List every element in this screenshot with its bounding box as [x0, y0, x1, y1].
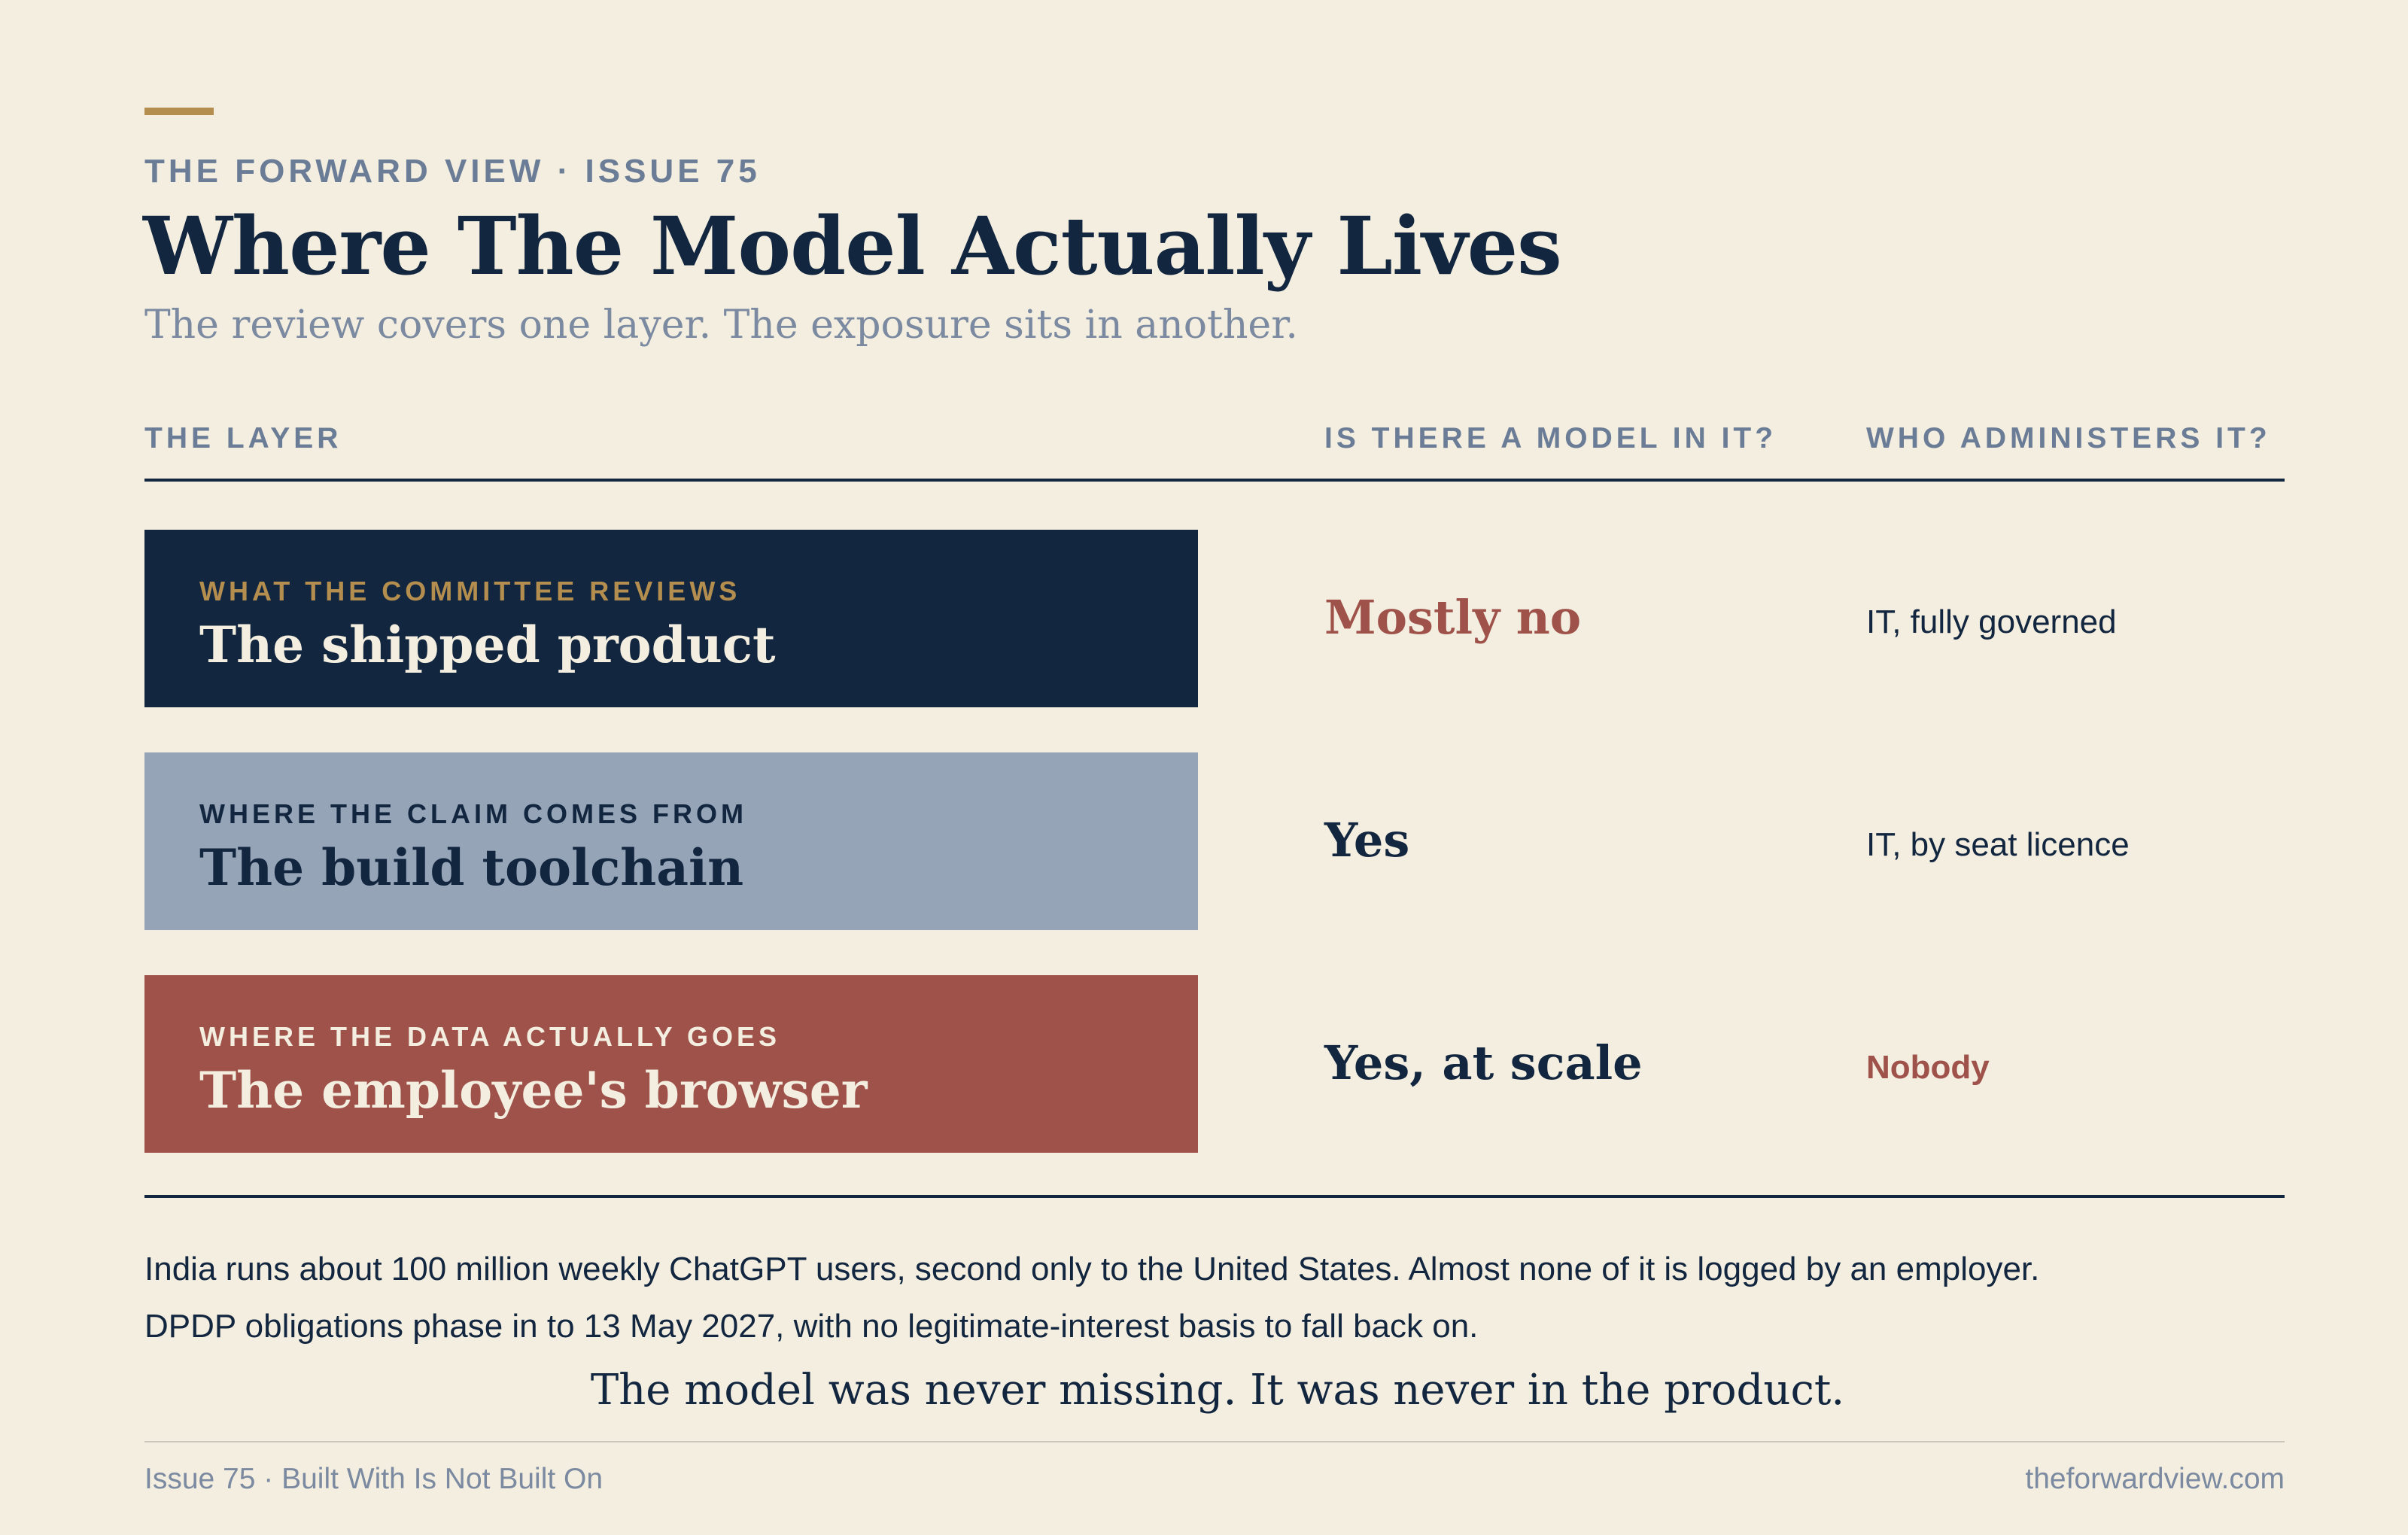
layer-block-browser: WHERE THE DATA ACTUALLY GOES The employe… [144, 975, 1198, 1153]
layer-name: The build toolchain [199, 838, 744, 897]
admin-answer: Nobody [1866, 1049, 1990, 1086]
table-top-rule [144, 479, 2285, 482]
issue-eyebrow: THE FORWARD VIEW · ISSUE 75 [144, 153, 761, 190]
layer-name: The employee's browser [199, 1061, 868, 1120]
context-note: India runs about 100 million weekly Chat… [144, 1251, 2040, 1287]
layer-kicker: WHERE THE CLAIM COMES FROM [199, 798, 747, 829]
layer-kicker: WHERE THE DATA ACTUALLY GOES [199, 1021, 781, 1052]
page-title: Where The Model Actually Lives [143, 199, 1562, 293]
footer-divider [144, 1441, 2285, 1442]
page-subtitle: The review covers one layer. The exposur… [144, 302, 1298, 348]
model-answer: Yes [1324, 813, 1410, 868]
layer-kicker: WHAT THE COMMITTEE REVIEWS [199, 576, 741, 606]
context-note: DPDP obligations phase in to 13 May 2027… [144, 1308, 1479, 1345]
model-answer: Mostly no [1324, 590, 1582, 645]
model-answer: Yes, at scale [1324, 1035, 1643, 1090]
accent-bar [144, 108, 214, 115]
layer-name: The shipped product [199, 616, 776, 674]
layer-block-product: WHAT THE COMMITTEE REVIEWS The shipped p… [144, 530, 1198, 707]
footer-issue: Issue 75 · Built With Is Not Built On [144, 1463, 604, 1495]
column-header-model: IS THERE A MODEL IN IT? [1324, 422, 1777, 454]
table-bottom-rule [144, 1195, 2285, 1198]
column-header-admin: WHO ADMINISTERS IT? [1866, 422, 2271, 454]
footer-site: theforwardview.com [2025, 1463, 2285, 1495]
column-header-layer: THE LAYER [144, 422, 342, 454]
admin-answer: IT, fully governed [1866, 603, 2117, 640]
layer-block-toolchain: WHERE THE CLAIM COMES FROM The build too… [144, 752, 1198, 930]
admin-answer: IT, by seat licence [1866, 826, 2130, 863]
closing-line: The model was never missing. It was neve… [590, 1366, 1845, 1415]
